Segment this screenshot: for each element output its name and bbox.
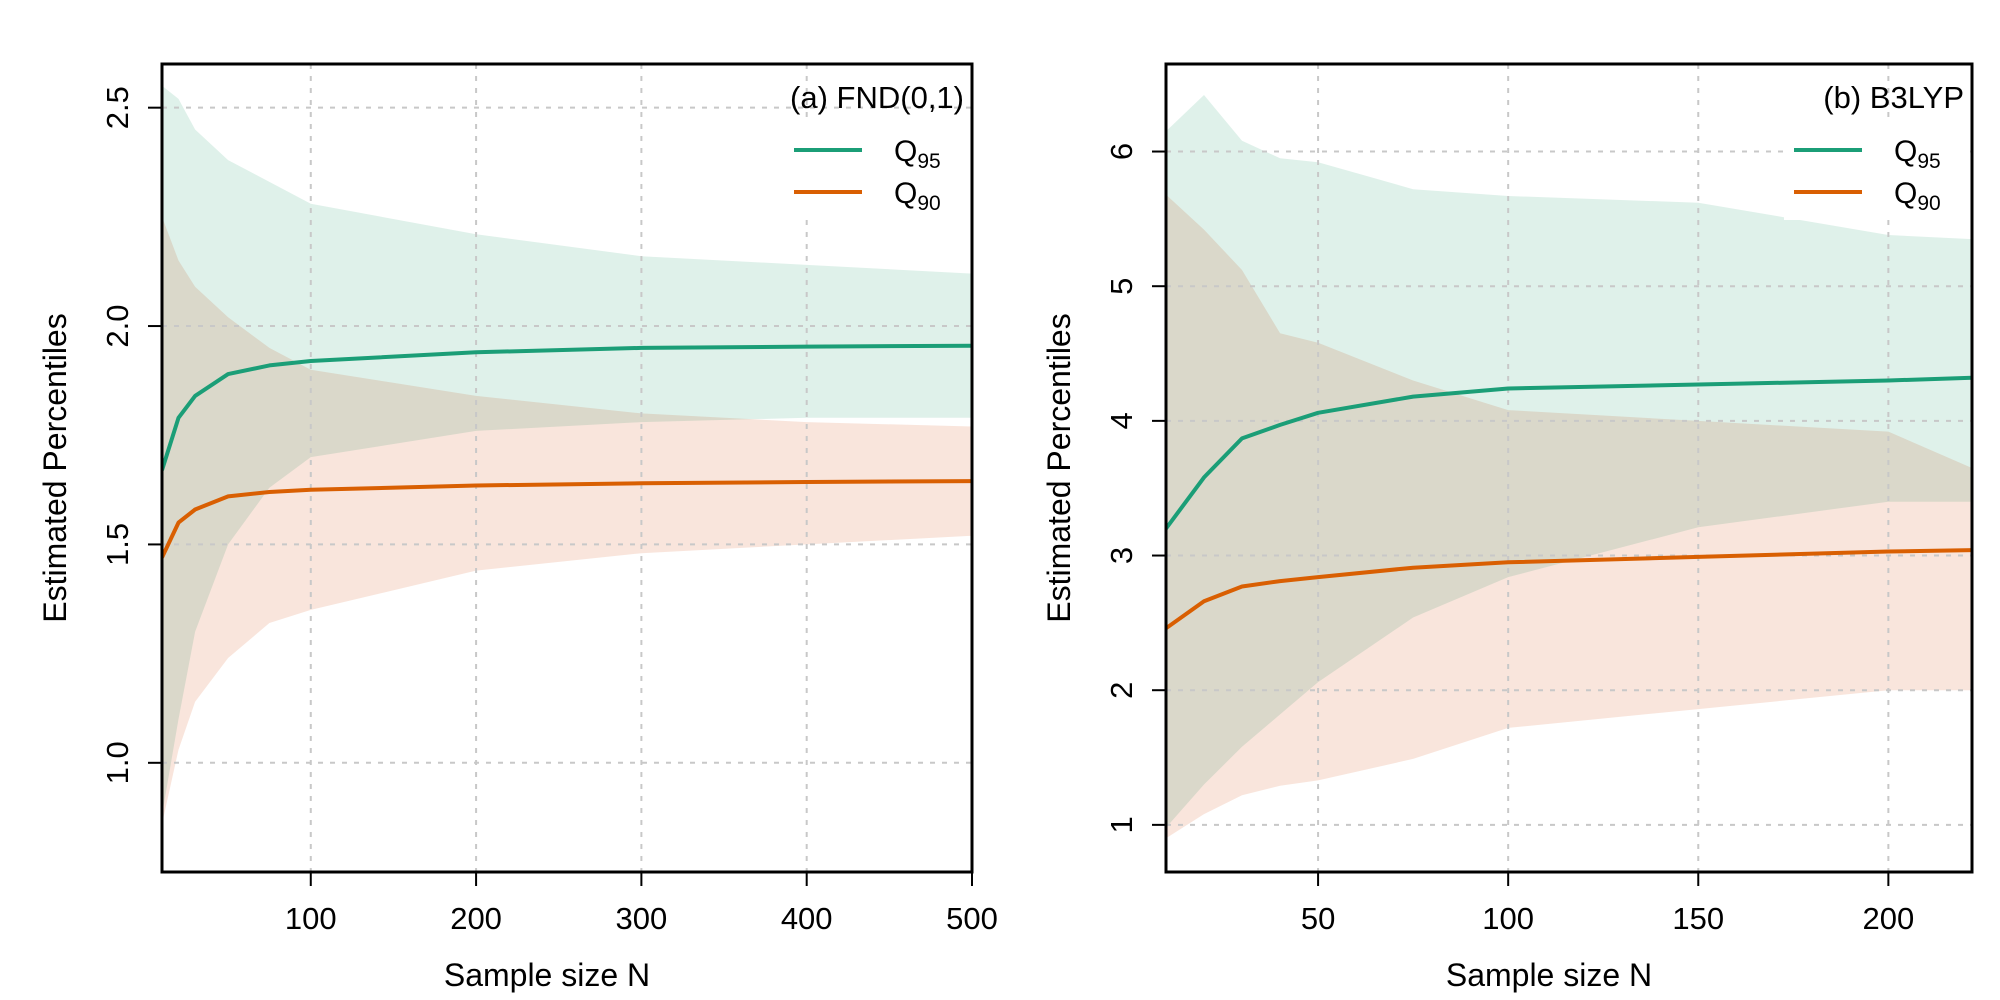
y-tick-label: 5 xyxy=(1104,278,1139,295)
y-tick-label: 2.5 xyxy=(100,86,135,129)
plot-frame xyxy=(1164,62,1974,874)
band-q95 xyxy=(162,85,972,816)
x-tick-label: 400 xyxy=(781,901,833,936)
legend-label-q90: Q90 xyxy=(1894,177,1941,215)
series-line-q90 xyxy=(162,479,972,559)
x-tick-label: 100 xyxy=(1482,901,1534,936)
legend-label-subscript: 95 xyxy=(917,150,940,173)
band-q90 xyxy=(1166,194,1972,839)
legend-background xyxy=(1784,124,1967,220)
y-axis-title: Estimated Percentiles xyxy=(1041,313,1077,622)
legend-label-q95: Q95 xyxy=(894,135,941,173)
y-tick-label: 2.0 xyxy=(100,304,135,347)
y-axis-title: Estimated Percentiles xyxy=(37,313,73,622)
series-line-q95 xyxy=(1166,375,1972,530)
legend-label-q90: Q90 xyxy=(894,177,941,215)
y-tick-label: 1.5 xyxy=(100,523,135,566)
y-tick-label: 4 xyxy=(1104,412,1139,429)
x-tick-label: 50 xyxy=(1301,901,1335,936)
y-tick-label: 1 xyxy=(1104,816,1139,833)
series-line-q90 xyxy=(1166,548,1972,630)
x-tick-label: 200 xyxy=(450,901,502,936)
x-tick-label: 100 xyxy=(285,901,337,936)
x-axis-title: Sample size N xyxy=(1446,957,1652,993)
legend-label-main: Q xyxy=(1894,177,1917,210)
x-axis-title: Sample size N xyxy=(444,957,650,993)
y-tick-label: 3 xyxy=(1104,547,1139,564)
legend-label-main: Q xyxy=(894,177,917,210)
y-tick-label: 6 xyxy=(1104,143,1139,160)
plot-area xyxy=(162,64,972,872)
band-q90 xyxy=(162,216,972,824)
x-tick-label: 200 xyxy=(1862,901,1914,936)
y-tick-label: 1.0 xyxy=(100,741,135,784)
series-line-q95 xyxy=(162,343,972,471)
plot-frame xyxy=(160,62,974,874)
x-tick-label: 300 xyxy=(616,901,668,936)
panel-label: (a) FND(0,1) xyxy=(790,80,964,115)
legend-label-main: Q xyxy=(894,135,917,168)
legend-label-q95: Q95 xyxy=(1894,135,1941,173)
legend-label-subscript: 90 xyxy=(917,192,940,215)
x-tick-label: 150 xyxy=(1672,901,1724,936)
legend-label-subscript: 90 xyxy=(1917,192,1940,215)
x-tick-label: 500 xyxy=(946,901,998,936)
legend-label-main: Q xyxy=(1894,135,1917,168)
legend-label-subscript: 95 xyxy=(1917,150,1940,173)
legend-background xyxy=(784,124,967,220)
panel-label: (b) B3LYP xyxy=(1823,80,1964,115)
y-tick-label: 2 xyxy=(1104,682,1139,699)
